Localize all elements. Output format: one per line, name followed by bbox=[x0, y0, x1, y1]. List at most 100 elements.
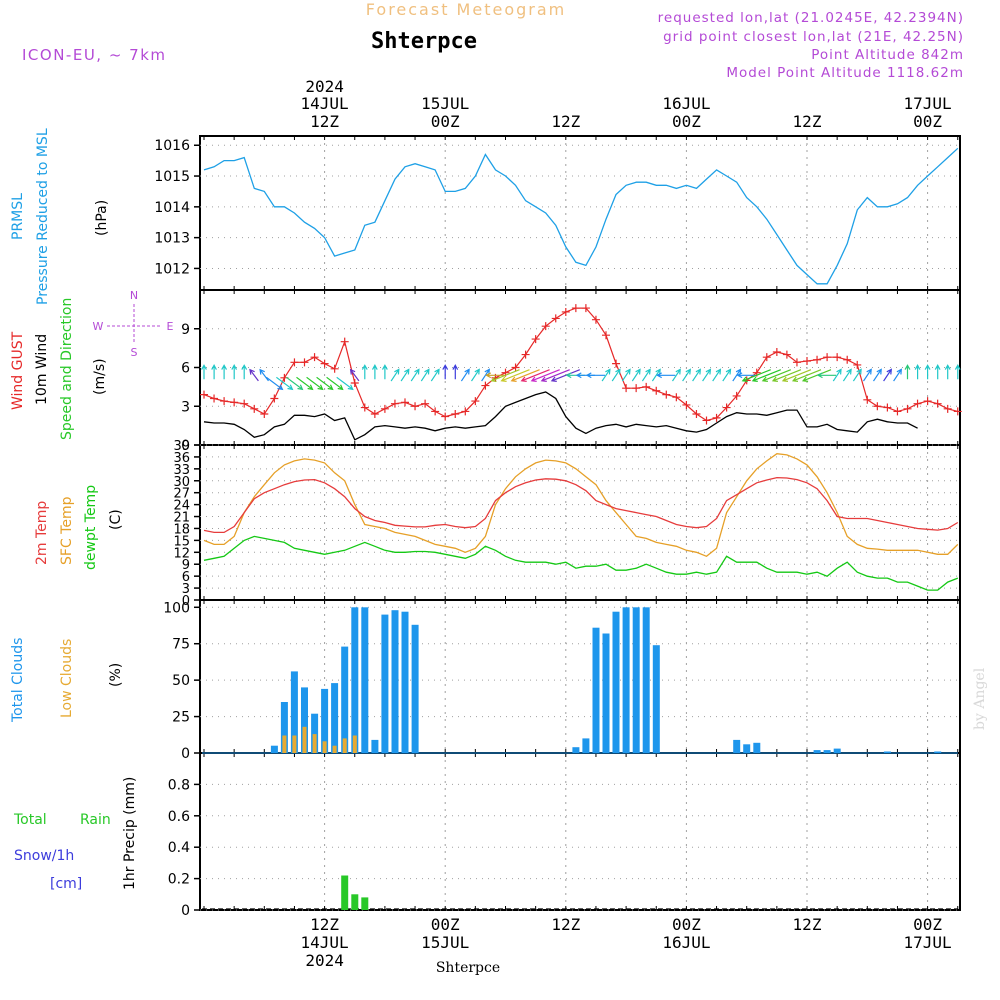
ytick-label: 1015 bbox=[154, 169, 190, 185]
low-cloud-bar bbox=[352, 735, 357, 753]
wind-arrow bbox=[485, 372, 505, 379]
total-cloud-bar bbox=[622, 607, 630, 753]
compass-n: N bbox=[130, 289, 138, 302]
wind-arrow bbox=[336, 376, 354, 391]
gust-marker bbox=[310, 353, 319, 362]
low-cloud-bar bbox=[312, 734, 317, 753]
top-time-label: 12Z bbox=[793, 112, 822, 131]
gust-marker bbox=[893, 407, 902, 416]
gust-marker bbox=[873, 402, 882, 411]
wind-arrow bbox=[201, 364, 207, 380]
wind-arrow bbox=[211, 364, 217, 380]
gust-marker bbox=[471, 397, 480, 406]
wind-gust-label: Wind GUST bbox=[10, 331, 26, 410]
gust-marker bbox=[612, 359, 621, 368]
gust-marker bbox=[813, 355, 822, 364]
wind-arrow bbox=[390, 368, 400, 382]
low-cloud-bar bbox=[302, 726, 307, 753]
wind-arrow bbox=[671, 368, 681, 382]
gust-marker bbox=[843, 355, 852, 364]
ytick-label: 6 bbox=[181, 361, 190, 377]
wind-arrow bbox=[944, 364, 951, 380]
total-cloud-bar bbox=[833, 748, 841, 753]
ytick-label: 39 bbox=[173, 439, 190, 454]
wind-arrow bbox=[893, 368, 902, 382]
compass-e: E bbox=[167, 320, 174, 333]
wind-arrow bbox=[702, 368, 712, 382]
low-clouds-label: Low Clouds bbox=[59, 639, 75, 718]
gust-marker bbox=[461, 407, 470, 416]
total-cloud-bar bbox=[401, 611, 409, 753]
top-time-label: 17JUL bbox=[904, 94, 952, 113]
total-cloud-bar bbox=[311, 713, 319, 753]
wind-arrow bbox=[221, 364, 228, 380]
requested-coords: requested lon,lat (21.0245E, 42.2394N) bbox=[658, 10, 964, 26]
wind-dir-label: Speed and Direction bbox=[59, 298, 75, 440]
ytick-label: 27 bbox=[173, 487, 190, 502]
bottom-time-label: 17JUL bbox=[904, 933, 952, 952]
ytick-label: 9 bbox=[181, 322, 190, 338]
wind-arrow bbox=[914, 364, 921, 380]
top-time-label: 00Z bbox=[913, 112, 942, 131]
ytick-label: 30 bbox=[173, 475, 190, 490]
wind-arrow bbox=[722, 368, 732, 382]
rain-bar bbox=[341, 875, 349, 910]
ytick-label: 50 bbox=[172, 673, 190, 689]
pressure-line bbox=[203, 147, 959, 285]
gust-marker bbox=[732, 391, 741, 400]
total-clouds-label: Total Clouds bbox=[10, 638, 26, 723]
ytick-label: 36 bbox=[173, 451, 190, 466]
wind-arrow bbox=[452, 364, 459, 380]
wind-arrow bbox=[349, 368, 360, 382]
gust-marker bbox=[883, 403, 892, 412]
panel-frame-0 bbox=[199, 135, 961, 291]
gust-marker bbox=[672, 393, 681, 402]
wind-arrow bbox=[904, 364, 911, 380]
snow-label: Snow/1h bbox=[14, 848, 74, 864]
wind-arrow bbox=[641, 368, 651, 382]
gust-marker bbox=[702, 416, 711, 425]
low-cloud-bar bbox=[292, 735, 297, 753]
gust-marker bbox=[622, 384, 631, 393]
gust-marker bbox=[551, 314, 560, 323]
ytick-label: 0 bbox=[182, 594, 190, 609]
wind-arrow bbox=[872, 368, 882, 382]
wind-arrow bbox=[712, 368, 722, 382]
top-time-label: 12Z bbox=[551, 112, 580, 131]
total-cloud-bar bbox=[351, 607, 359, 753]
ytick-label: 0 bbox=[181, 903, 190, 919]
gust-marker bbox=[401, 398, 409, 407]
gust-marker bbox=[200, 390, 208, 399]
wind-unit: (m/s) bbox=[92, 358, 108, 395]
plot-layer: 1012101310141015101603690369121518212427… bbox=[154, 77, 962, 970]
bottom-time-label: 12Z bbox=[310, 915, 339, 934]
ytick-label: 0 bbox=[181, 746, 190, 762]
wind-arrow bbox=[585, 372, 605, 379]
clouds-unit: (%) bbox=[108, 663, 124, 687]
model-altitude: Model Point Altitude 1118.62m bbox=[726, 65, 964, 81]
gust-marker bbox=[210, 394, 219, 403]
total-cloud-bar bbox=[321, 688, 329, 753]
total-cloud-bar bbox=[813, 750, 821, 753]
total-cloud-bar bbox=[823, 750, 831, 753]
gust-marker bbox=[421, 399, 430, 408]
gust-marker bbox=[923, 397, 932, 406]
gust-marker bbox=[652, 386, 661, 395]
ytick-label: 75 bbox=[172, 637, 190, 653]
total-cloud-bar bbox=[270, 745, 278, 753]
total-cloud-bar bbox=[652, 645, 660, 753]
ytick-label: 12 bbox=[173, 546, 190, 561]
wind-arrow bbox=[520, 369, 550, 382]
wind-10m-line bbox=[203, 391, 918, 441]
total-cloud-bar bbox=[331, 683, 339, 753]
total-cloud-bar bbox=[582, 738, 590, 753]
ytick-label: 9 bbox=[182, 558, 190, 573]
wind-arrow bbox=[692, 368, 701, 382]
wind-arrow bbox=[326, 376, 344, 391]
gust-marker bbox=[270, 394, 279, 403]
temp-2m-label: 2m Temp bbox=[34, 501, 50, 565]
wind-arrow bbox=[816, 372, 837, 379]
wind-arrow bbox=[934, 364, 941, 380]
total-cloud-bar bbox=[934, 751, 942, 753]
top-time-label: 00Z bbox=[672, 112, 701, 131]
